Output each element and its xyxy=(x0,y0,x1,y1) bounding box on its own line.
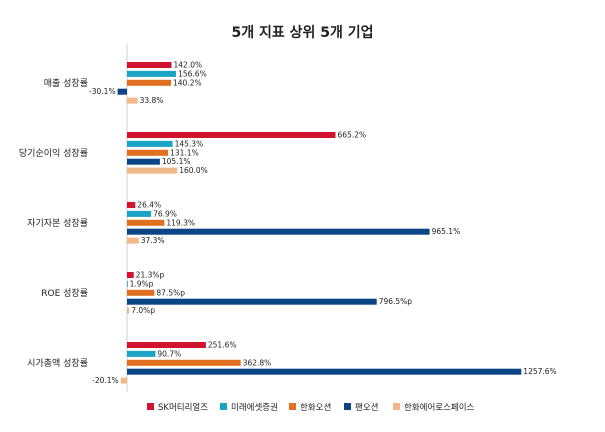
category-label: 매출 성장률 xyxy=(44,78,88,89)
data-label: 37.3% xyxy=(141,236,165,245)
bar xyxy=(127,70,177,77)
category-label: 시가총액 성장률 xyxy=(27,357,88,369)
legend-swatch xyxy=(220,403,227,410)
bar xyxy=(127,368,522,375)
bar xyxy=(127,62,172,68)
bar xyxy=(127,307,130,314)
data-label: 26.4% xyxy=(137,201,161,210)
legend-swatch xyxy=(344,403,351,410)
data-label: 665.2% xyxy=(338,131,367,140)
data-label: 76.9% xyxy=(153,209,177,218)
bar xyxy=(127,289,155,296)
data-label: 105.1% xyxy=(162,157,191,166)
bar xyxy=(127,219,165,226)
bar xyxy=(127,79,171,86)
category-label: 자기자본 성장률 xyxy=(27,218,88,229)
category-label: 당기순이익 성장률 xyxy=(19,147,88,159)
data-label: 156.6% xyxy=(178,69,207,78)
bar xyxy=(127,97,138,104)
chart-title: 5개 지표 상위 5개 기업 xyxy=(231,25,374,41)
data-label: 140.2% xyxy=(173,78,202,87)
bar xyxy=(127,140,173,147)
legend-item-label: 한화에어로스페이스 xyxy=(404,402,475,413)
data-label: 119.3% xyxy=(166,218,195,227)
category-label: ROE 성장률 xyxy=(41,288,88,299)
bar xyxy=(127,237,139,244)
bar xyxy=(127,132,336,138)
legend-swatch xyxy=(289,403,296,410)
legend-item-label: 팬오션 xyxy=(355,402,378,413)
bar xyxy=(127,210,152,217)
data-label: 142.0% xyxy=(174,61,203,70)
bar xyxy=(127,167,178,174)
bar xyxy=(127,158,160,165)
labels-layer: 매출 성장률 142.0%156.6%140.2% -30.1% 33.8% 당기순이익… xyxy=(19,61,557,386)
data-label: 965.1% xyxy=(432,227,461,236)
bar xyxy=(127,298,377,305)
data-label: -30.1% xyxy=(89,87,116,96)
data-label: 33.8% xyxy=(140,96,164,105)
data-label: 1257.6% xyxy=(523,367,556,376)
legend-swatch xyxy=(393,403,400,410)
bar xyxy=(117,88,127,95)
bar xyxy=(127,228,430,235)
data-label: 160.0% xyxy=(179,166,208,175)
data-label: 1.9%p xyxy=(130,279,154,288)
data-label: 131.1% xyxy=(170,148,199,157)
bar xyxy=(127,350,156,357)
bar xyxy=(127,359,241,366)
data-label: 87.5%p xyxy=(156,288,185,297)
data-label: 145.3% xyxy=(175,139,204,148)
data-label: -20.1% xyxy=(92,376,119,385)
data-label: 362.8% xyxy=(243,358,272,367)
legend-item-label: SK머티리얼즈 xyxy=(158,402,208,413)
legend-swatch xyxy=(147,403,154,410)
bar xyxy=(127,272,134,278)
data-label: 90.7% xyxy=(157,349,181,358)
data-label: 796.5%p xyxy=(379,297,413,306)
bar xyxy=(127,342,206,348)
bar xyxy=(127,202,136,208)
legend-layer: SK머티리얼즈 미래에셋증권 한화오션 팬오션 한화에어로스페이스 xyxy=(147,402,475,413)
data-label: 7.0%p xyxy=(131,306,155,315)
legend-item-label: 한화오션 xyxy=(300,402,331,413)
bar xyxy=(127,280,128,287)
data-label: 21.3%p xyxy=(136,271,165,280)
legend-item-label: 미래에셋증권 xyxy=(231,402,278,413)
bars-layer xyxy=(117,62,522,384)
bar xyxy=(120,377,127,384)
data-label: 251.6% xyxy=(208,341,237,350)
bar xyxy=(127,149,169,156)
